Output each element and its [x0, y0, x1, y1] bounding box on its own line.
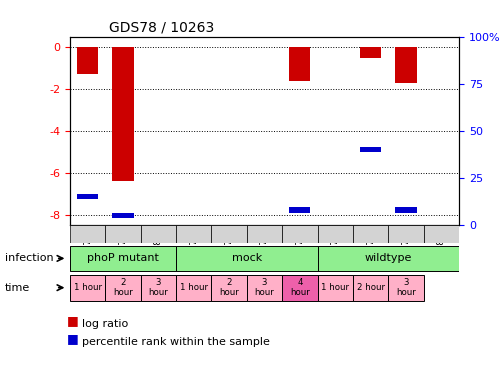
FancyBboxPatch shape — [212, 275, 247, 300]
Bar — [112, 47, 134, 181]
Text: 1 hour: 1 hour — [73, 283, 102, 292]
Bar — [395, 208, 417, 213]
FancyBboxPatch shape — [388, 275, 424, 300]
Text: infection: infection — [5, 253, 53, 264]
Bar — [360, 47, 381, 57]
FancyBboxPatch shape — [247, 225, 282, 243]
FancyBboxPatch shape — [176, 275, 212, 300]
Text: percentile rank within the sample: percentile rank within the sample — [82, 337, 270, 347]
Bar — [77, 47, 98, 74]
Bar — [289, 208, 310, 213]
Text: 2 hour: 2 hour — [357, 283, 385, 292]
Text: 2
hour: 2 hour — [113, 278, 133, 298]
Text: ■: ■ — [67, 314, 79, 327]
Bar — [77, 194, 98, 199]
Text: 3
hour: 3 hour — [254, 278, 274, 298]
FancyBboxPatch shape — [70, 225, 105, 243]
FancyBboxPatch shape — [317, 275, 353, 300]
FancyBboxPatch shape — [141, 275, 176, 300]
FancyBboxPatch shape — [282, 275, 317, 300]
Bar — [289, 47, 310, 81]
Text: 1 hour: 1 hour — [180, 283, 208, 292]
FancyBboxPatch shape — [105, 275, 141, 300]
Text: GDS78 / 10263: GDS78 / 10263 — [109, 20, 214, 34]
Text: 4
hour: 4 hour — [290, 278, 310, 298]
FancyBboxPatch shape — [176, 246, 317, 271]
Text: mock: mock — [232, 253, 262, 264]
FancyBboxPatch shape — [70, 275, 105, 300]
FancyBboxPatch shape — [282, 225, 317, 243]
FancyBboxPatch shape — [353, 225, 388, 243]
FancyBboxPatch shape — [176, 225, 212, 243]
Text: 3
hour: 3 hour — [148, 278, 168, 298]
FancyBboxPatch shape — [424, 225, 459, 243]
Text: 1 hour: 1 hour — [321, 283, 349, 292]
Text: phoP mutant: phoP mutant — [87, 253, 159, 264]
FancyBboxPatch shape — [212, 225, 247, 243]
Text: log ratio: log ratio — [82, 319, 129, 329]
Text: 3
hour: 3 hour — [396, 278, 416, 298]
Text: ■: ■ — [67, 332, 79, 345]
FancyBboxPatch shape — [388, 225, 424, 243]
Text: 2
hour: 2 hour — [219, 278, 239, 298]
FancyBboxPatch shape — [70, 246, 176, 271]
Text: time: time — [5, 283, 30, 293]
FancyBboxPatch shape — [317, 246, 459, 271]
FancyBboxPatch shape — [105, 225, 141, 243]
FancyBboxPatch shape — [141, 225, 176, 243]
Bar — [360, 147, 381, 152]
FancyBboxPatch shape — [317, 225, 353, 243]
FancyBboxPatch shape — [353, 275, 388, 300]
Bar — [112, 213, 134, 218]
Bar — [395, 47, 417, 83]
Text: wildtype: wildtype — [365, 253, 412, 264]
FancyBboxPatch shape — [247, 275, 282, 300]
